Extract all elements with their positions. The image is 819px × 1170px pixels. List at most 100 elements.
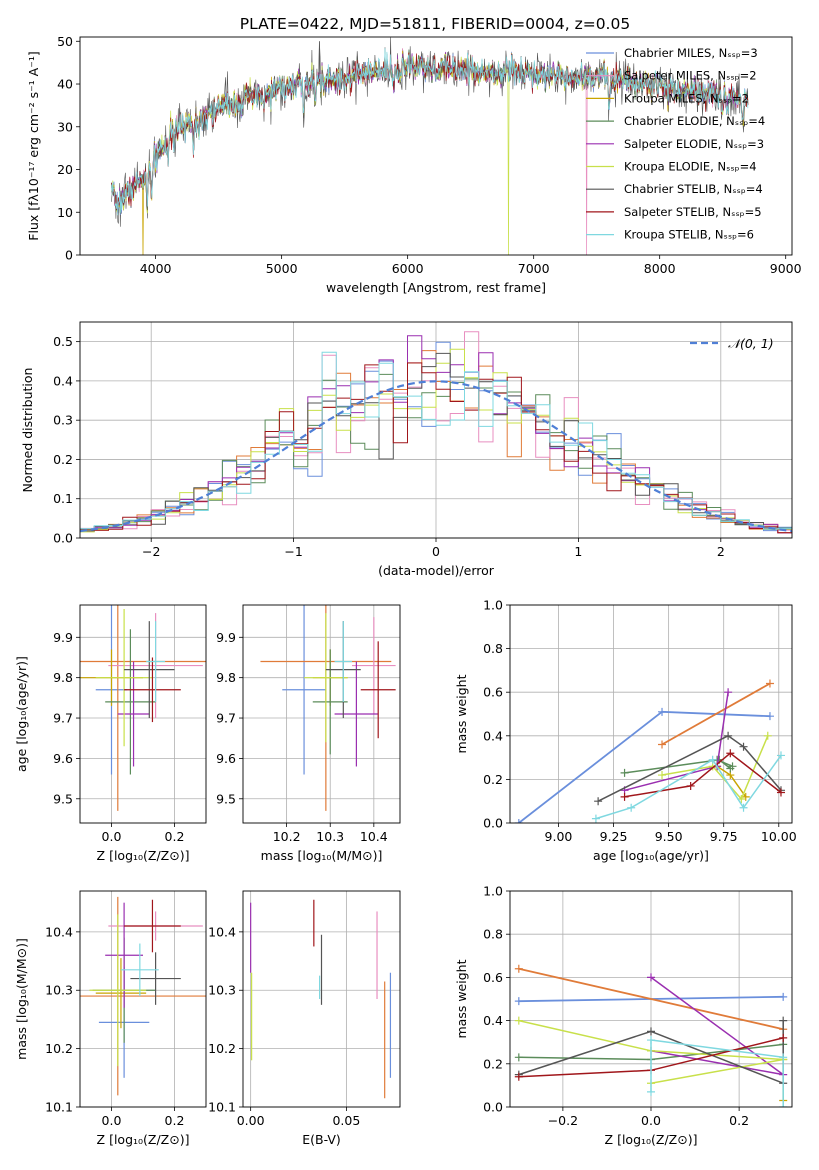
axes-frame [509, 890, 793, 1108]
y-axis-label: mass weight [454, 674, 469, 753]
weight-marker [763, 731, 772, 740]
axes-frame [242, 604, 401, 824]
weight-marker [765, 679, 774, 688]
y-tick-label: 0.0 [53, 531, 73, 546]
x-tick-label: −0.2 [548, 1113, 578, 1128]
weight-marker [779, 1033, 788, 1042]
x-axis-label: E(B-V) [302, 1132, 341, 1147]
y-tick-label: 9.5 [216, 791, 236, 806]
weight-line [650, 976, 784, 1076]
model-spectrum-line [111, 48, 749, 216]
x-tick-label: 0 [432, 544, 440, 559]
y-tick-label: 9.6 [53, 751, 73, 766]
weight-line [650, 1039, 784, 1107]
panel-mass-vs-z: 0.0 0.2 10.1 10.2 10.3 10.4 Z [log₁₀(Z/Z⊙)] mas… [14, 890, 207, 1147]
weight-marker [779, 992, 788, 1001]
weight-marker [765, 712, 774, 721]
weight-series [591, 751, 785, 823]
y-tick-label: 1.0 [483, 884, 503, 899]
x-axis-label: mass [log₁₀(M/M⊙)] [261, 848, 383, 863]
y-tick-label: 30 [57, 119, 73, 134]
x-tick-label: 9.00 [545, 829, 573, 844]
errorbar-point [312, 649, 348, 755]
x-tick-label: 0.0 [102, 829, 122, 844]
legend-label: Salpeter MILES, Nₛₛₚ=2 [624, 69, 757, 83]
y-tick-label: 1.0 [483, 598, 503, 613]
y-tick-label: 0.2 [483, 1056, 503, 1071]
errorbar-point [124, 657, 181, 723]
x-tick-label: 0.2 [165, 1113, 185, 1128]
axes-frame [79, 604, 207, 824]
axes-frame [79, 321, 793, 539]
errorbar-point [130, 952, 181, 1005]
y-tick-label: 10.1 [208, 1100, 236, 1115]
legend-label: Salpeter ELODIE, Nₛₛₚ=3 [624, 137, 764, 151]
weight-marker [514, 1016, 523, 1025]
x-tick-label: 0.2 [165, 829, 185, 844]
weight-marker [658, 740, 667, 749]
y-tick-label: 10.1 [45, 1100, 73, 1115]
axes-frame [79, 890, 207, 1108]
y-axis-label: mass weight [454, 959, 469, 1038]
panel-age-vs-mass: 10.2 10.3 10.4 9.5 9.6 9.7 9.8 9.9 mass [log₁₀(M… [216, 604, 401, 863]
weight-series [620, 688, 733, 795]
weight-marker [779, 1016, 788, 1025]
errorbar-point [95, 609, 153, 747]
y-tick-label: 0.1 [53, 491, 73, 506]
x-tick-label: 10.00 [761, 829, 797, 844]
weight-marker [726, 749, 735, 758]
weight-marker [647, 973, 655, 982]
errorbar-point [282, 605, 326, 775]
x-tick-label: 9000 [770, 261, 802, 276]
weight-line [518, 1020, 784, 1085]
weight-series [514, 1016, 788, 1088]
x-tick-label: 0.00 [237, 1113, 265, 1128]
weight-marker [594, 797, 603, 806]
weight-marker [514, 819, 523, 823]
weight-marker [739, 742, 748, 751]
panel-mass-vs-ebv: 0.00 0.05 10.1 10.2 10.3 10.4 E(B-V) [208, 890, 401, 1147]
y-tick-label: 9.8 [53, 670, 73, 685]
x-tick-label: 7000 [518, 261, 550, 276]
y-tick-label: 0.8 [483, 927, 503, 942]
x-tick-label: 10.4 [360, 829, 388, 844]
x-tick-label: 5000 [266, 261, 298, 276]
axes-frame [509, 604, 793, 824]
weight-marker [776, 751, 785, 760]
y-axis-label: mass [log₁₀(M/M⊙)] [14, 938, 29, 1060]
weight-series [620, 749, 785, 801]
y-tick-label: 40 [57, 77, 73, 92]
weight-line [518, 1019, 784, 1084]
y-tick-label: 0 [65, 248, 73, 263]
y-tick-label: 0.2 [483, 772, 503, 787]
weight-marker [741, 792, 750, 801]
weight-marker [514, 997, 523, 1006]
y-tick-label: 10.2 [208, 1041, 236, 1056]
x-tick-label: 9.50 [655, 829, 683, 844]
y-axis-label: age [log₁₀(age/yr)] [14, 656, 29, 772]
plot-area [80, 605, 206, 811]
x-tick-label: −2 [142, 544, 160, 559]
legend-label: Chabrier ELODIE, Nₛₛₚ=4 [624, 114, 765, 128]
y-tick-label: 0.6 [483, 685, 503, 700]
y-tick-label: 50 [57, 34, 73, 49]
y-tick-label: 9.9 [53, 630, 73, 645]
weight-marker [514, 964, 523, 973]
x-tick-label: 0.0 [102, 1113, 122, 1128]
weight-marker [658, 771, 667, 780]
errorbar-point [80, 605, 206, 811]
weight-line [624, 692, 729, 792]
y-tick-label: 10.4 [45, 924, 73, 939]
y-tick-label: 0.6 [483, 970, 503, 985]
x-tick-label: 9.25 [600, 829, 628, 844]
plot-area [514, 964, 788, 1107]
y-tick-label: 9.7 [216, 711, 236, 726]
y-tick-label: 0.4 [53, 373, 73, 388]
legend-label: Kroupa MILES, Nₛₛₚ=2 [624, 91, 749, 105]
y-tick-label: 0.0 [483, 816, 503, 831]
y-tick-label: 0.0 [483, 1100, 503, 1115]
y-tick-label: 10.2 [45, 1041, 73, 1056]
weight-marker [627, 803, 636, 812]
errorbar-point [95, 958, 147, 1029]
